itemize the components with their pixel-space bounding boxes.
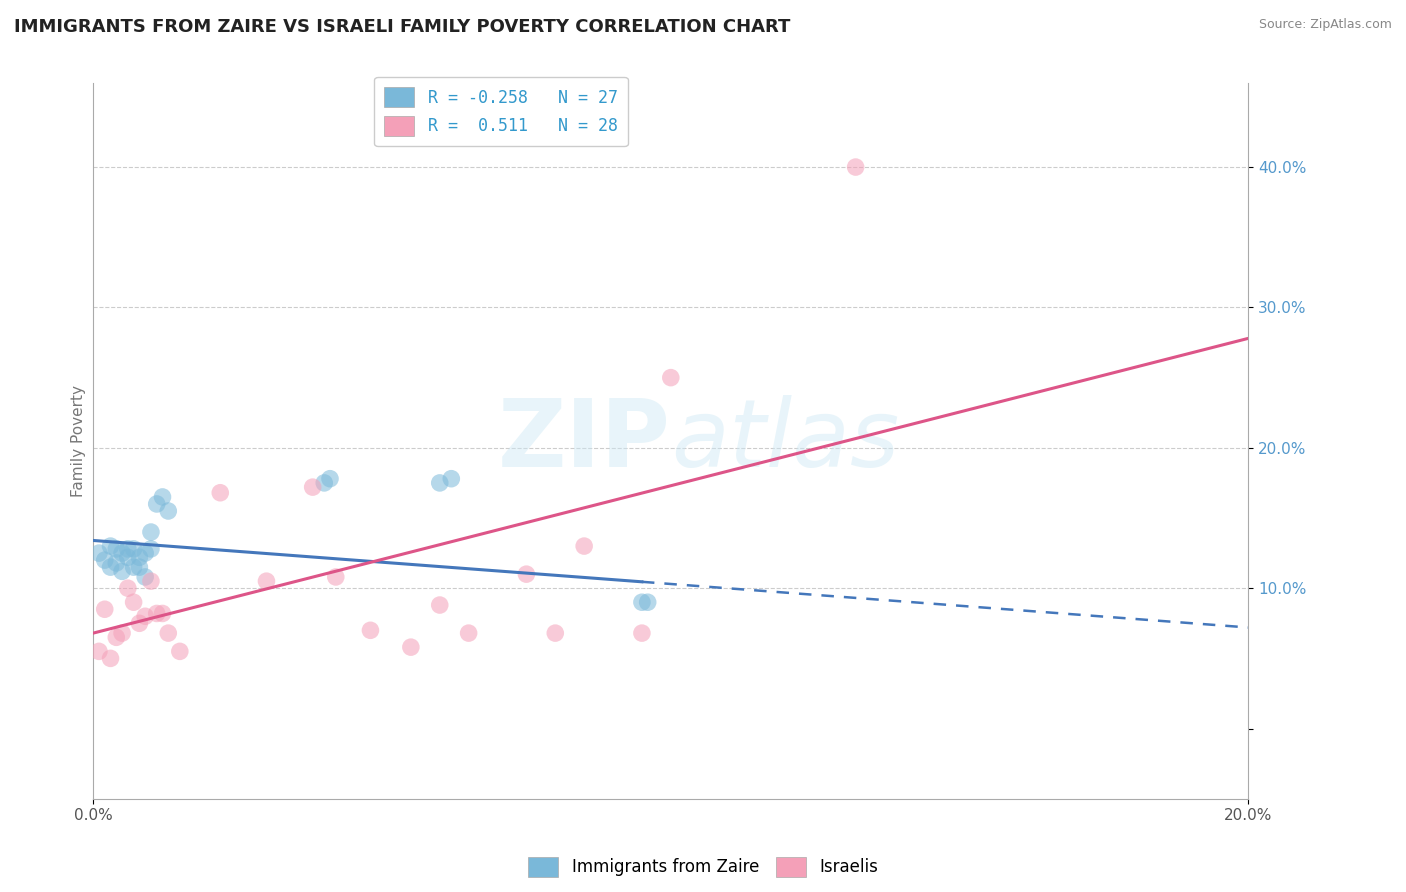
Y-axis label: Family Poverty: Family Poverty [72, 384, 86, 497]
Point [100, 539, 122, 553]
Point [139, 541, 162, 556]
Legend: R = -0.258   N = 27, R =  0.511   N = 28: R = -0.258 N = 27, R = 0.511 N = 28 [374, 77, 628, 146]
Point [111, 546, 134, 560]
Point [105, 556, 128, 570]
Point [128, 560, 150, 574]
Point [122, 595, 145, 609]
Point [128, 550, 150, 565]
Point [359, 624, 381, 638]
Point [93, 553, 115, 567]
Point [637, 595, 659, 609]
Point [169, 644, 191, 658]
Point [572, 539, 595, 553]
Point [139, 524, 162, 539]
Point [111, 626, 134, 640]
Point [631, 626, 654, 640]
Point [105, 541, 128, 556]
Point [399, 640, 422, 655]
Legend: Immigrants from Zaire, Israelis: Immigrants from Zaire, Israelis [522, 850, 884, 884]
Point [429, 598, 451, 612]
Point [440, 472, 463, 486]
Point [209, 485, 232, 500]
Text: IMMIGRANTS FROM ZAIRE VS ISRAELI FAMILY POVERTY CORRELATION CHART: IMMIGRANTS FROM ZAIRE VS ISRAELI FAMILY … [14, 18, 790, 36]
Point [659, 370, 682, 384]
Point [128, 616, 150, 631]
Point [845, 160, 868, 174]
Point [544, 626, 567, 640]
Point [429, 475, 451, 490]
Text: Source: ZipAtlas.com: Source: ZipAtlas.com [1258, 18, 1392, 31]
Point [93, 602, 115, 616]
Point [117, 550, 139, 565]
Point [134, 609, 156, 624]
Point [145, 607, 167, 621]
Point [157, 504, 180, 518]
Point [319, 472, 342, 486]
Point [631, 595, 654, 609]
Point [87, 644, 110, 658]
Point [117, 581, 139, 595]
Point [256, 574, 278, 589]
Point [122, 541, 145, 556]
Point [105, 630, 128, 644]
Text: atlas: atlas [671, 395, 898, 486]
Point [157, 626, 180, 640]
Point [152, 490, 174, 504]
Point [134, 546, 156, 560]
Point [515, 567, 537, 582]
Point [100, 560, 122, 574]
Point [100, 651, 122, 665]
Point [457, 626, 479, 640]
Text: ZIP: ZIP [498, 395, 671, 487]
Point [134, 570, 156, 584]
Point [314, 475, 336, 490]
Point [145, 497, 167, 511]
Point [152, 607, 174, 621]
Point [301, 480, 323, 494]
Point [87, 546, 110, 560]
Point [111, 565, 134, 579]
Point [117, 541, 139, 556]
Point [139, 574, 162, 589]
Point [325, 570, 347, 584]
Point [122, 560, 145, 574]
